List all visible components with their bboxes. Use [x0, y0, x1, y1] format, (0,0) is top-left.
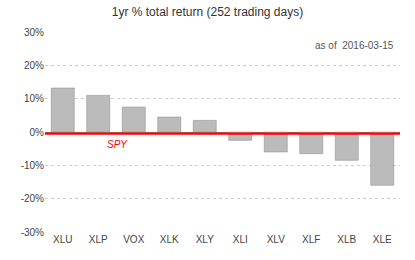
- svg-text:XLY: XLY: [196, 234, 214, 245]
- svg-text:XLU: XLU: [53, 234, 72, 245]
- svg-text:XLI: XLI: [233, 234, 248, 245]
- svg-text:-20%: -20%: [21, 193, 44, 204]
- svg-text:XLK: XLK: [160, 234, 179, 245]
- svg-text:XLF: XLF: [302, 234, 320, 245]
- svg-text:-30%: -30%: [21, 227, 44, 238]
- svg-text:20%: 20%: [24, 60, 44, 71]
- svg-text:30%: 30%: [24, 27, 44, 38]
- svg-text:1yr % total return (252 tradin: 1yr % total return (252 trading days): [112, 5, 303, 19]
- svg-text:as of 2016-03-15: as of 2016-03-15: [315, 40, 394, 51]
- svg-text:VOX: VOX: [123, 234, 144, 245]
- svg-text:XLB: XLB: [337, 234, 356, 245]
- svg-text:0%: 0%: [30, 127, 45, 138]
- svg-text:-10%: -10%: [21, 160, 44, 171]
- svg-text:XLP: XLP: [89, 234, 108, 245]
- svg-text:SPY: SPY: [107, 139, 128, 150]
- svg-text:XLV: XLV: [267, 234, 285, 245]
- svg-text:XLE: XLE: [373, 234, 392, 245]
- svg-text:10%: 10%: [24, 93, 44, 104]
